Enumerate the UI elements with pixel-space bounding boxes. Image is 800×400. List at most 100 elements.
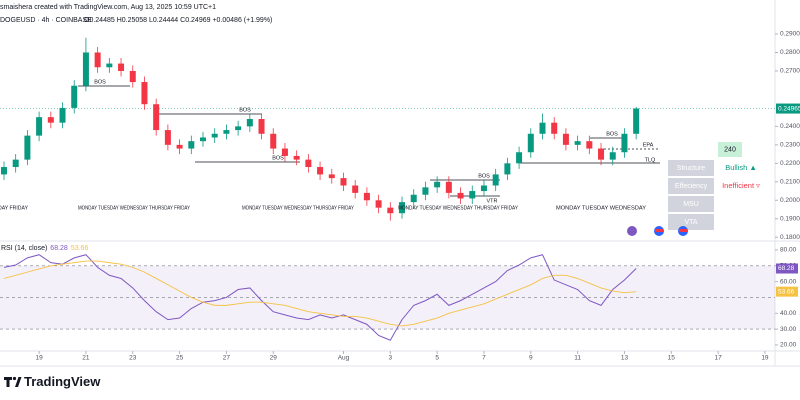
candle-body	[0, 167, 7, 175]
rsi-band	[0, 265, 775, 330]
x-tick-label: 23	[129, 355, 137, 362]
candle-body	[223, 130, 230, 134]
rsi-value-box	[776, 286, 798, 297]
rsi-line	[3, 254, 637, 341]
candle-body	[258, 118, 265, 134]
rsi-value-axis-label: 53.66	[778, 288, 795, 295]
last-price-label: 0.24965	[778, 105, 800, 112]
x-tick-label: 7	[482, 355, 486, 362]
rsi-value: 68.28	[50, 245, 68, 252]
candle-body	[551, 122, 558, 134]
candle-body	[621, 133, 628, 153]
annotation: BOS	[478, 173, 490, 179]
candle-body	[598, 148, 605, 160]
x-tick-label: 27	[223, 355, 231, 362]
candle-body	[106, 63, 113, 68]
last-price-box	[776, 103, 800, 114]
weekday-row: MONDAY TUESDAY WEDNESDAY THURSDAY FRIDAY	[78, 205, 190, 211]
event-icons	[627, 226, 688, 236]
candle-body	[492, 174, 499, 186]
candle-body	[457, 192, 464, 199]
rsi-title: RSI (14, close)	[1, 245, 47, 252]
rsi-legend: RSI (14, close) 68.28 53.66	[1, 245, 88, 252]
x-tick-label: 19	[761, 355, 769, 362]
timeframe-cell	[718, 142, 742, 157]
table-label: Structure	[677, 165, 706, 172]
candle-body	[527, 133, 534, 153]
candle-body	[317, 167, 324, 175]
footer-brand: TradingView	[24, 374, 101, 389]
candle-body	[246, 118, 253, 127]
candle-body	[633, 108, 640, 134]
x-tick-label: Aug	[338, 355, 350, 362]
x-tick-label: 17	[714, 355, 722, 362]
candle-body	[164, 130, 171, 145]
candle-body	[82, 52, 89, 86]
candle-body	[36, 117, 43, 136]
y-tick-label: 0.29000	[780, 31, 800, 38]
x-tick-label: 9	[529, 355, 533, 362]
timeframe: 240	[724, 146, 736, 153]
candle-body	[141, 82, 148, 105]
candle-body	[153, 104, 160, 131]
annotation: VTR	[487, 198, 498, 204]
candle-body	[199, 137, 206, 142]
candle-body	[609, 152, 616, 160]
candle-body	[516, 152, 523, 164]
candle-body	[118, 63, 125, 71]
candle-body	[434, 181, 441, 188]
rsi-value-box	[776, 263, 798, 274]
candle-body	[387, 207, 394, 214]
x-tick-label: 11	[574, 355, 581, 362]
table-value: Inefficient ▿	[722, 181, 760, 190]
annotation: BOS	[606, 131, 618, 137]
weekday-row: MONDAY TUESDAY WEDNESDAY THURSDAY FRIDAY	[398, 205, 518, 211]
candle-body	[586, 141, 593, 149]
x-tick-label: 19	[35, 355, 43, 362]
candle-body	[293, 155, 300, 160]
annotation: TLQ	[645, 157, 656, 163]
x-tick-label: 3	[388, 355, 392, 362]
table-label: VTA	[684, 219, 697, 226]
table-label: MSU	[683, 201, 699, 208]
candle-body	[12, 159, 19, 168]
indicator-table: 240 Structure Bullish ▲ Effeciency Ineffici…	[668, 142, 760, 230]
rsi-ma-value: 53.66	[71, 245, 89, 252]
candle-body	[445, 181, 452, 193]
table-label-cell	[668, 160, 714, 176]
weekday-row: DAY FRIDAY	[0, 205, 28, 211]
candle-body	[71, 85, 78, 108]
candle-body	[480, 185, 487, 192]
x-tick-label: 13	[621, 355, 629, 362]
header-credit: smaishera created with TradingView.com, …	[0, 4, 216, 11]
weekday-row: MONDAY TUESDAY WEDNESDAY	[556, 205, 646, 211]
table-label-cell	[668, 178, 714, 194]
candle-body	[422, 187, 429, 195]
annotation: BOS	[239, 107, 251, 113]
rsi-y-tick-label: 80.00	[780, 247, 797, 254]
candle-body	[375, 200, 382, 208]
candle-body	[562, 133, 569, 145]
candle-body	[410, 194, 417, 203]
x-tick-label: 29	[270, 355, 278, 362]
candle-body	[281, 148, 288, 156]
candle-body	[176, 144, 183, 149]
table-label-cell	[668, 196, 714, 212]
candle-body	[363, 192, 370, 201]
footer-logo: TradingView	[4, 374, 101, 389]
candle-body	[94, 52, 101, 68]
table-label-cell	[668, 214, 714, 230]
candle-body	[469, 191, 476, 199]
rsi-line	[3, 260, 637, 327]
candle-body	[328, 174, 335, 179]
rsi-y-tick-label: 20.00	[780, 342, 797, 349]
